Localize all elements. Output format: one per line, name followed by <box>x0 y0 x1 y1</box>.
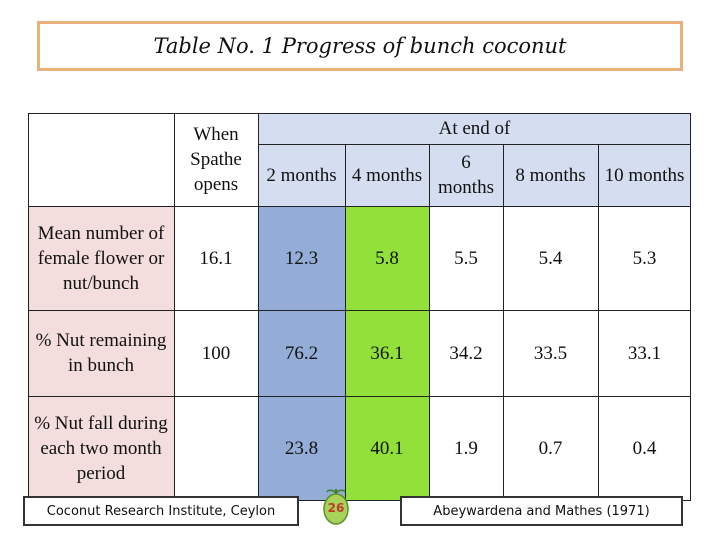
table-cell: 0.4 <box>632 438 657 459</box>
table-cell: 100 <box>201 342 231 364</box>
table-title: Table No. 1 Progress of bunch coconut <box>153 34 567 58</box>
grid-line <box>598 144 599 501</box>
row-label-mean-number: Mean number of female flower or nut/bunc… <box>28 206 174 310</box>
grid-line <box>28 206 691 207</box>
header-month-4: 4 months <box>351 164 423 186</box>
grid-line <box>28 310 691 311</box>
table-cell: 34.2 <box>449 342 483 364</box>
source-credit-left-text: Coconut Research Institute, Ceylon <box>46 503 276 519</box>
table-cell: 5.5 <box>454 247 478 269</box>
column-2-months-shade <box>258 206 345 501</box>
table-cell: 76.2 <box>284 342 319 364</box>
source-credit-right: Abeywardena and Mathes (1971) <box>400 496 683 526</box>
coconut-icon <box>323 489 349 525</box>
grid-line <box>28 113 29 501</box>
grid-line <box>690 113 691 501</box>
header-month-6: 6 months <box>438 152 494 198</box>
table-cell: 5.3 <box>632 247 657 269</box>
table-cell: 16.1 <box>199 247 233 269</box>
column-4-months-shade <box>345 206 429 501</box>
data-table: At end of When Spathe opens 2 months 4 m… <box>28 113 691 501</box>
header-month-10: 10 months <box>604 164 685 186</box>
table-cell <box>174 396 258 501</box>
grid-line <box>28 113 691 114</box>
table-cell: 23.8 <box>284 438 319 459</box>
table-cell: 33.1 <box>627 342 662 364</box>
table-cell: 5.4 <box>538 247 563 269</box>
table-cell: 36.1 <box>370 342 404 364</box>
header-month-2: 2 months <box>266 164 337 186</box>
table-cell: 5.8 <box>375 247 399 269</box>
grid-line <box>503 144 504 501</box>
grid-line <box>28 396 691 397</box>
title-box: Table No. 1 Progress of bunch coconut <box>37 21 683 71</box>
source-credit-right-text: Abeywardena and Mathes (1971) <box>433 503 650 519</box>
page-number: 26 <box>327 501 345 515</box>
row-label-nut-fall: % Nut fall during each two month period <box>28 396 174 501</box>
table-cell: 1.9 <box>454 438 478 459</box>
header-at-end-of: At end of <box>258 113 691 144</box>
header-blank-cell <box>28 113 174 206</box>
header-months-band <box>258 144 691 206</box>
grid-line <box>258 113 259 501</box>
header-month-8: 8 months <box>515 164 586 186</box>
grid-line <box>28 500 691 501</box>
grid-line <box>174 113 175 501</box>
header-when-spathe-opens: When Spathe opens <box>190 124 242 195</box>
grid-line <box>429 144 430 501</box>
table-cell: 12.3 <box>284 247 319 269</box>
row-label-nut-remaining: % Nut remaining in bunch <box>28 310 174 396</box>
table-cell: 0.7 <box>538 438 563 459</box>
table-cell: 33.5 <box>533 342 568 364</box>
table-cell: 40.1 <box>370 438 404 459</box>
grid-line <box>345 144 346 501</box>
grid-line <box>258 144 691 145</box>
page-number-badge: 26 <box>322 487 350 527</box>
source-credit-left: Coconut Research Institute, Ceylon <box>23 496 299 526</box>
